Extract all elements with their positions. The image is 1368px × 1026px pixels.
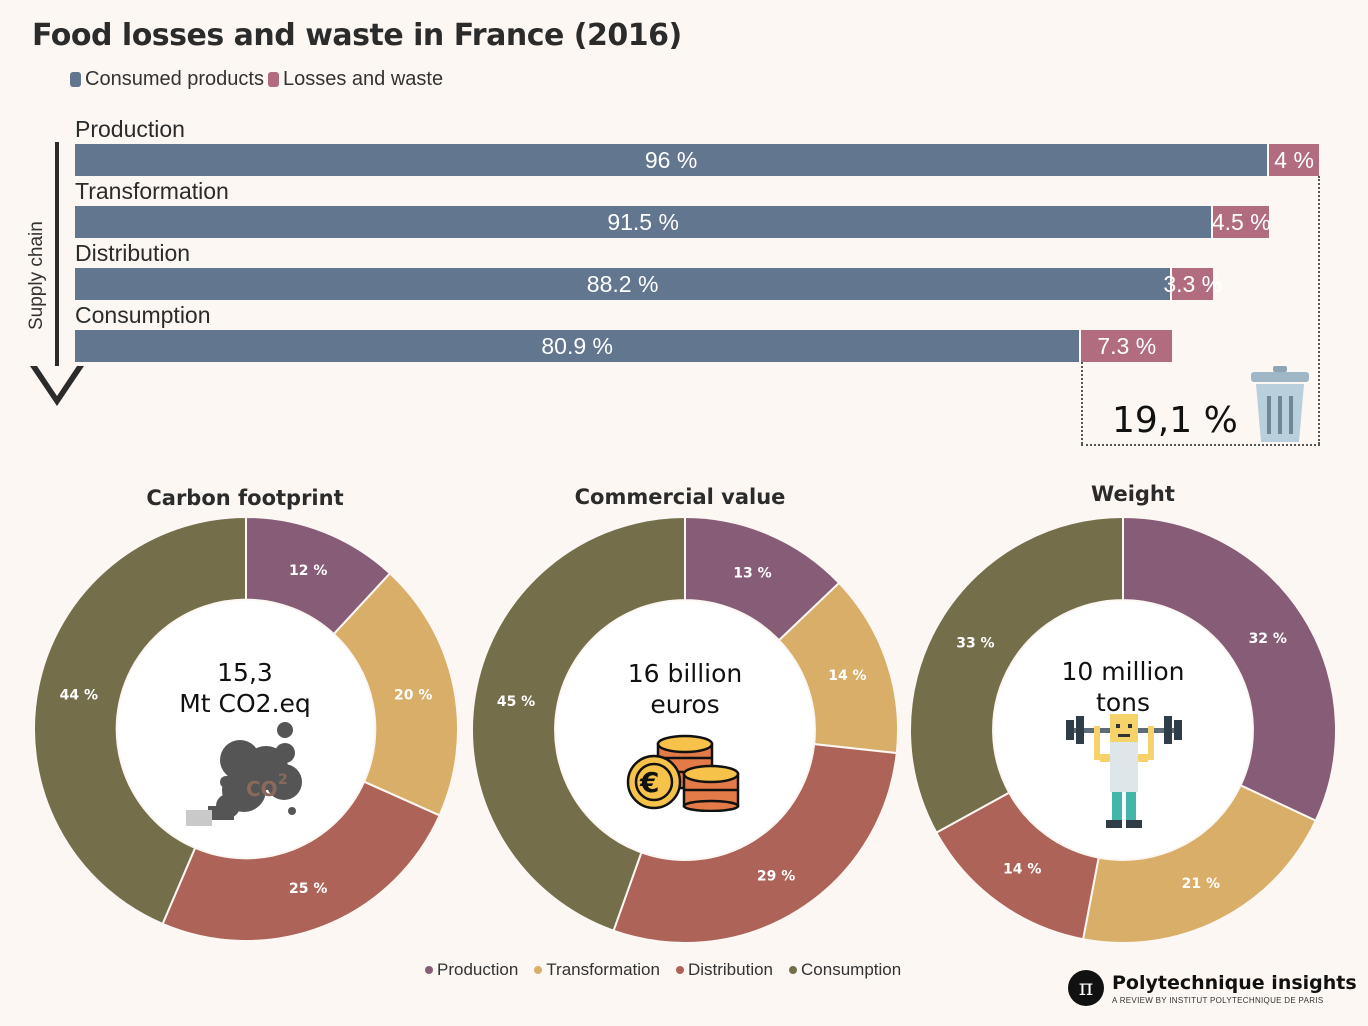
center-value-commercial: 16 billion bbox=[627, 659, 743, 688]
bar-row-production: 96 % 4 % bbox=[75, 144, 1319, 176]
supply-chain-axis-label: Supply chain bbox=[26, 221, 47, 330]
slice-label-consumption: 45 % bbox=[497, 694, 535, 710]
slice-label-distribution: 25 % bbox=[289, 881, 327, 897]
donut-legend: Production Transformation Distribution Cons… bbox=[425, 960, 901, 980]
slice-label-transformation: 14 % bbox=[828, 668, 866, 684]
legend-item-losses: Losses and waste bbox=[267, 68, 444, 91]
bar-row-transformation: 91.5 % 4.5 % bbox=[75, 206, 1271, 238]
brand-name: Polytechnique insights bbox=[1112, 971, 1357, 994]
bar-loss-consumption: 7.3 % bbox=[1081, 330, 1173, 362]
slice-label-consumption: 33 % bbox=[956, 636, 994, 652]
legend-label-production: Production bbox=[437, 960, 519, 979]
legend-swatch-losses bbox=[267, 72, 279, 87]
legend-dot-production bbox=[425, 966, 433, 974]
donut-title-carbon: Carbon footprint bbox=[146, 486, 344, 510]
legend-label-transformation: Transformation bbox=[546, 960, 660, 979]
bar-row-consumption: 80.9 % 7.3 % bbox=[75, 330, 1173, 362]
center-unit-carbon: Mt CO2.eq bbox=[179, 689, 311, 718]
slice-transformation bbox=[332, 571, 459, 817]
total-waste-value: 19,1 % bbox=[1112, 400, 1238, 441]
legend-item-transformation: Transformation bbox=[534, 960, 660, 980]
donut-center-carbon: 15,3 Mt CO2.eq bbox=[140, 657, 350, 719]
slice-label-production: 12 % bbox=[289, 563, 327, 579]
donut-hole bbox=[556, 601, 814, 859]
brand-subtitle: A REVIEW BY INSTITUT POLYTECHNIQUE DE PA… bbox=[1112, 995, 1324, 1005]
donut-title-commercial: Commercial value bbox=[574, 485, 786, 509]
legend-label-losses: Losses and waste bbox=[282, 68, 444, 90]
stage-label-consumption: Consumption bbox=[75, 302, 211, 328]
bar-loss-production: 4 % bbox=[1269, 144, 1319, 176]
slice-consumption bbox=[471, 515, 686, 932]
slice-distribution bbox=[161, 780, 441, 942]
slice-label-production: 13 % bbox=[733, 565, 771, 581]
supply-chain-arrow bbox=[55, 142, 59, 382]
svg-text:CO: CO bbox=[246, 777, 278, 801]
legend-label-consumption: Consumption bbox=[801, 960, 902, 979]
legend-item-consumed: Consumed products bbox=[70, 68, 264, 91]
slice-consumption bbox=[909, 515, 1124, 834]
waste-bracket-right bbox=[1318, 176, 1320, 444]
donut-chart-carbon: 12 % 20 % 25 % 44 % bbox=[33, 515, 459, 942]
bar-loss-distribution: 3.3 % bbox=[1163, 268, 1222, 300]
legend-item-distribution: Distribution bbox=[675, 960, 774, 980]
donut-center-commercial: 16 billion euros bbox=[580, 658, 790, 720]
slice-label-transformation: 21 % bbox=[1182, 876, 1220, 892]
center-value-weight: 10 million bbox=[1061, 657, 1185, 686]
bar-consumed-consumption: 80.9 % bbox=[75, 330, 1082, 362]
legend-dot-consumption bbox=[789, 966, 798, 974]
slice-label-consumption: 44 % bbox=[60, 688, 98, 704]
slice-label-production: 32 % bbox=[1249, 631, 1287, 647]
donut-chart-commercial: 13 % 14 % 29 % 45 % bbox=[471, 515, 899, 944]
legend-item-consumption: Consumption bbox=[789, 960, 901, 980]
slice-label-transformation: 20 % bbox=[394, 688, 432, 704]
euro-coins-icon: € bbox=[626, 734, 740, 812]
slice-transformation bbox=[1081, 783, 1318, 944]
center-value-carbon: 15,3 bbox=[217, 658, 273, 687]
stage-label-production: Production bbox=[75, 116, 185, 142]
donut-center-weight: 10 million tons bbox=[1018, 656, 1228, 718]
slice-distribution bbox=[612, 743, 898, 944]
stage-label-distribution: Distribution bbox=[75, 240, 191, 266]
slice-label-distribution: 29 % bbox=[757, 868, 795, 884]
waste-bracket-bottom bbox=[1081, 444, 1320, 446]
bar-row-distribution: 88.2 % 3.3 % bbox=[75, 268, 1222, 300]
slice-label-distribution: 14 % bbox=[1003, 862, 1041, 878]
bar-consumed-production: 96 % bbox=[75, 144, 1270, 176]
legend-label-consumed: Consumed products bbox=[85, 68, 264, 90]
waste-bracket-left bbox=[1081, 362, 1083, 444]
bar-consumed-transformation: 91.5 % bbox=[75, 206, 1214, 238]
legend-dot-transformation bbox=[534, 966, 543, 974]
donut-hole bbox=[117, 600, 375, 858]
bar-consumed-distribution: 88.2 % bbox=[75, 268, 1173, 300]
stage-label-transformation: Transformation bbox=[75, 178, 229, 204]
svg-text:€: € bbox=[639, 766, 659, 799]
bar-loss-transformation: 4.5 % bbox=[1212, 206, 1271, 238]
center-unit-weight: tons bbox=[1096, 688, 1150, 717]
bar-legend: Consumed products Losses and waste bbox=[70, 68, 443, 91]
donut-title-weight: Weight bbox=[1091, 482, 1175, 506]
legend-label-distribution: Distribution bbox=[687, 960, 774, 979]
legend-swatch-consumed bbox=[70, 72, 81, 87]
trash-can-icon bbox=[1251, 366, 1309, 442]
legend-item-production: Production bbox=[425, 960, 518, 980]
co2-cloud-icon: CO 2 bbox=[186, 722, 302, 826]
brand-logo-icon: π bbox=[1068, 970, 1104, 1006]
brand-footer: π Polytechnique insights A REVIEW BY INS… bbox=[1068, 970, 1357, 1006]
center-unit-commercial: euros bbox=[650, 690, 720, 719]
chart-title: Food losses and waste in France (2016) bbox=[32, 18, 682, 53]
legend-dot-distribution bbox=[675, 966, 684, 974]
slice-consumption bbox=[33, 515, 247, 926]
svg-text:2: 2 bbox=[278, 772, 288, 788]
slice-production bbox=[1122, 515, 1337, 823]
weightlifter-icon bbox=[1066, 714, 1182, 828]
